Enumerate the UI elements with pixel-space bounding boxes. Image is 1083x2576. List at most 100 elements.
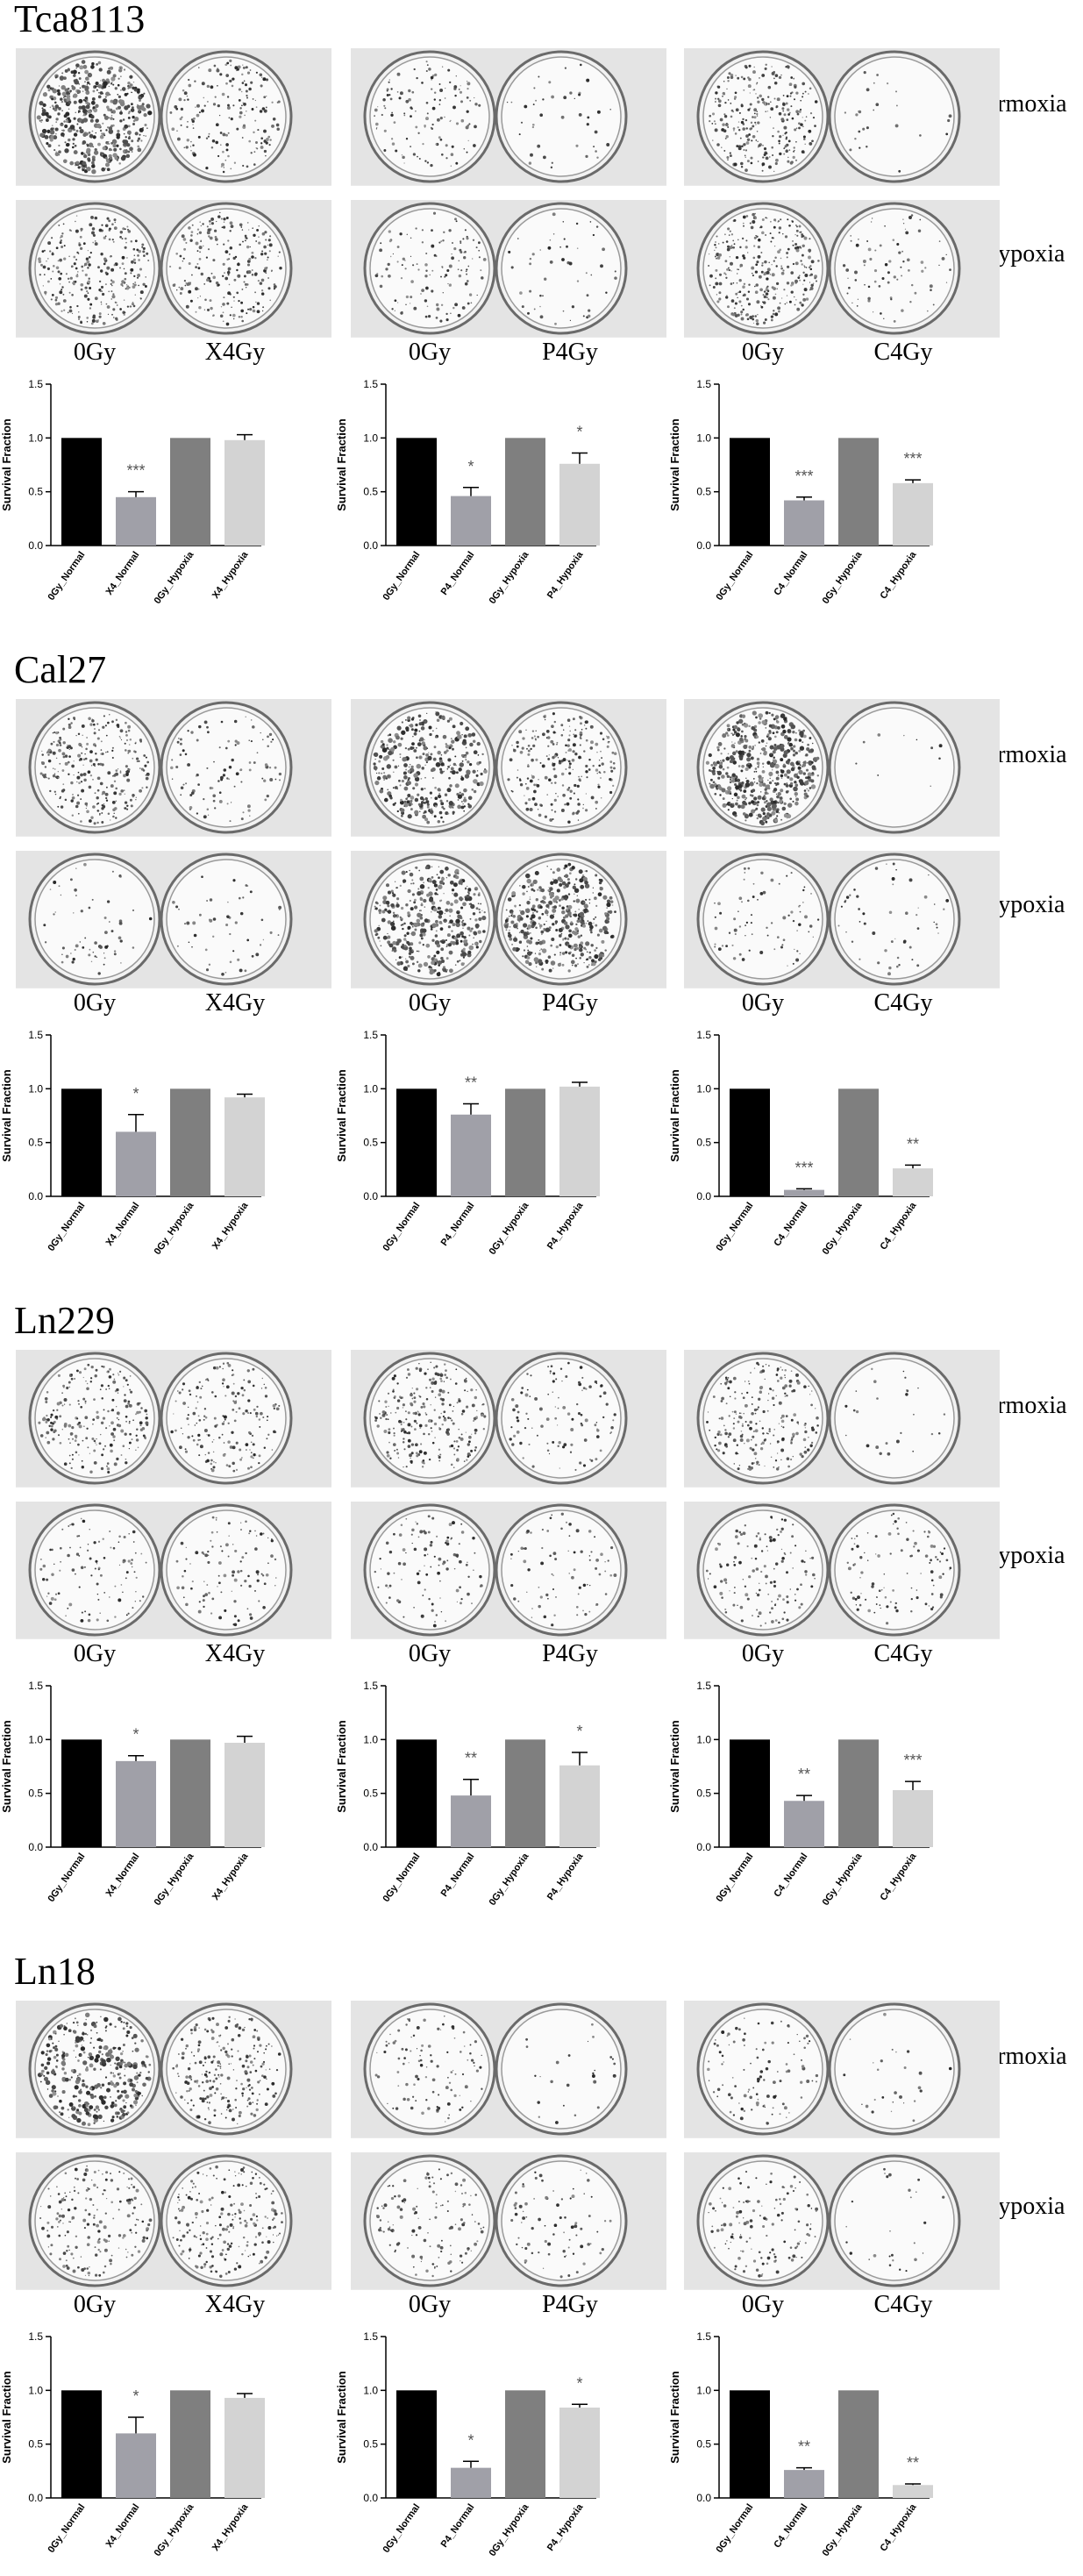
colony — [747, 85, 751, 88]
colony — [727, 159, 729, 161]
y-tick-label: 1.5 — [363, 1029, 378, 1041]
colony — [49, 106, 52, 109]
colony — [750, 156, 753, 160]
colony — [241, 73, 244, 76]
colony — [82, 84, 85, 89]
colony — [231, 306, 232, 309]
colony — [809, 87, 812, 90]
colony — [430, 163, 433, 168]
colony — [265, 239, 267, 241]
colony — [726, 766, 730, 769]
colony — [238, 299, 240, 303]
colony — [399, 884, 402, 888]
colony — [100, 80, 102, 82]
colony — [719, 118, 723, 122]
colony — [881, 276, 885, 281]
colony — [523, 949, 526, 952]
colony — [397, 765, 400, 767]
colony — [132, 115, 135, 119]
colony — [375, 128, 378, 130]
colony — [380, 242, 382, 245]
colony — [880, 312, 882, 315]
colony — [738, 279, 742, 282]
colony — [61, 246, 64, 248]
colony — [100, 753, 103, 755]
colony — [761, 97, 765, 102]
colony — [737, 796, 740, 800]
colony — [447, 68, 451, 72]
colony — [910, 283, 914, 287]
colony — [222, 303, 225, 306]
colony — [132, 119, 136, 123]
colony — [92, 233, 96, 237]
colony — [587, 116, 590, 119]
colony — [575, 811, 579, 815]
colony — [473, 931, 478, 936]
colony — [216, 220, 217, 223]
colony — [776, 725, 780, 730]
colony — [716, 294, 718, 296]
colony — [73, 255, 76, 259]
colony — [466, 96, 469, 99]
colony — [403, 763, 408, 767]
colony — [39, 772, 43, 775]
colony — [471, 788, 474, 791]
colony — [391, 111, 393, 114]
colony — [740, 161, 744, 166]
colony — [141, 246, 144, 248]
colony — [448, 922, 450, 924]
colony — [137, 254, 139, 257]
colony — [84, 273, 88, 277]
colony — [62, 783, 65, 786]
colony — [735, 750, 738, 753]
colony — [775, 282, 780, 286]
colony — [212, 275, 217, 280]
colony — [758, 238, 761, 242]
colony — [600, 797, 602, 799]
colony — [233, 300, 235, 302]
colony — [224, 746, 228, 750]
colony — [737, 268, 738, 270]
colony — [49, 888, 52, 890]
colony — [765, 727, 767, 729]
colony — [127, 749, 132, 753]
colony — [139, 133, 141, 136]
colony — [531, 730, 535, 732]
colony — [209, 223, 211, 225]
colony — [417, 793, 420, 796]
colony — [709, 119, 711, 123]
colony — [427, 887, 430, 889]
colony — [441, 66, 444, 68]
colony — [277, 255, 279, 257]
colony — [783, 146, 786, 149]
colony — [782, 729, 787, 734]
petri-dish — [363, 853, 496, 986]
colony — [436, 972, 441, 977]
colony — [586, 123, 589, 126]
colony — [538, 813, 542, 817]
colony — [211, 787, 214, 789]
colony — [278, 908, 281, 910]
colony — [248, 257, 252, 260]
colony — [408, 952, 412, 955]
colony — [779, 135, 782, 139]
colony — [144, 123, 147, 127]
colony — [101, 303, 103, 305]
colony — [543, 923, 545, 926]
colony — [709, 778, 713, 781]
colony — [403, 771, 407, 775]
colony — [198, 305, 202, 310]
colony — [552, 913, 555, 916]
colony — [591, 964, 593, 967]
colony — [518, 931, 521, 934]
colony — [787, 775, 790, 779]
colony — [808, 93, 809, 95]
colony — [73, 760, 75, 762]
colony — [574, 910, 577, 913]
colony — [111, 295, 116, 299]
colony — [188, 289, 192, 294]
colony — [110, 76, 116, 82]
colony — [789, 95, 792, 97]
colony — [526, 945, 529, 947]
x-tick-label: 0Gy_Hypoxia — [153, 549, 196, 606]
